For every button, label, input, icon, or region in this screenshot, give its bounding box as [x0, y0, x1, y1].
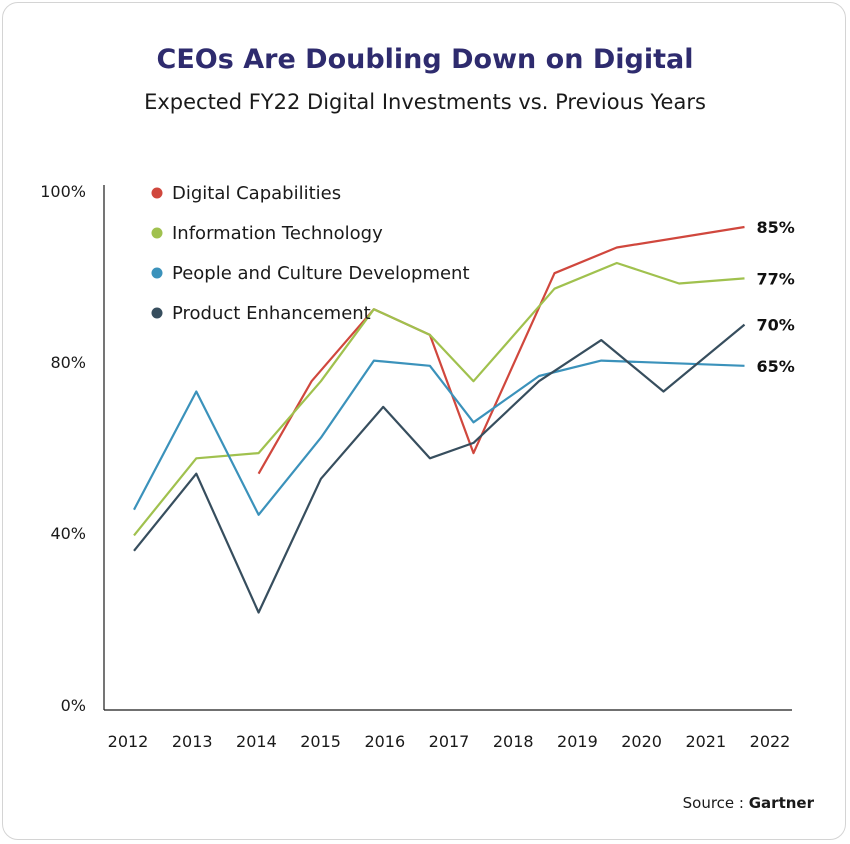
x-tick-label: 2015: [300, 732, 341, 751]
end-labels: 85% 77% 65% 70%: [757, 218, 795, 376]
source-name: Gartner: [748, 794, 814, 812]
end-label-3: 70%: [757, 316, 795, 335]
end-label-0: 85%: [757, 218, 795, 237]
legend-label: Information Technology: [172, 223, 383, 244]
legend-label: People and Culture Development: [172, 263, 470, 284]
chart-subtitle: Expected FY22 Digital Investments vs. Pr…: [144, 90, 706, 114]
end-label-2: 65%: [757, 357, 795, 376]
x-tick-label: 2016: [364, 732, 405, 751]
chart-axes: [103, 185, 792, 711]
legend-label: Product Enhancement: [172, 303, 371, 324]
series-line-2: [133, 359, 745, 516]
y-axis-ticks: 100% 80% 40% 0%: [40, 182, 86, 715]
y-tick-label: 100%: [40, 182, 86, 201]
y-tick-label: 0%: [61, 696, 86, 715]
chart-title: CEOs Are Doubling Down on Digital: [156, 44, 694, 75]
y-tick-label: 80%: [50, 353, 86, 372]
end-label-1: 77%: [757, 269, 795, 288]
x-tick-label: 2014: [236, 732, 277, 751]
y-tick-label: 40%: [50, 524, 86, 543]
x-tick-label: 2017: [429, 732, 470, 751]
legend-marker: [151, 267, 163, 279]
legend-marker: [151, 187, 163, 199]
x-tick-label: 2012: [108, 732, 149, 751]
legend: Digital Capabilities Information Technolo…: [151, 183, 470, 324]
x-tick-label: 2013: [172, 732, 213, 751]
x-tick-label: 2019: [557, 732, 598, 751]
series-line-1: [133, 261, 745, 537]
series-lines: [133, 225, 746, 614]
source-note: Source : Gartner: [683, 794, 814, 812]
legend-marker: [151, 307, 163, 319]
x-tick-label: 2018: [493, 732, 534, 751]
x-tick-label: 2020: [621, 732, 662, 751]
series-line-3: [133, 323, 746, 614]
x-tick-label: 2021: [685, 732, 726, 751]
legend-label: Digital Capabilities: [172, 183, 341, 204]
source-prefix: Source :: [682, 794, 749, 812]
x-tick-label: 2022: [750, 732, 791, 751]
x-axis-ticks: 2012 2013 2014 2015 2016 2017 2018 2019 2020 2021…: [108, 732, 791, 751]
legend-marker: [151, 227, 163, 239]
